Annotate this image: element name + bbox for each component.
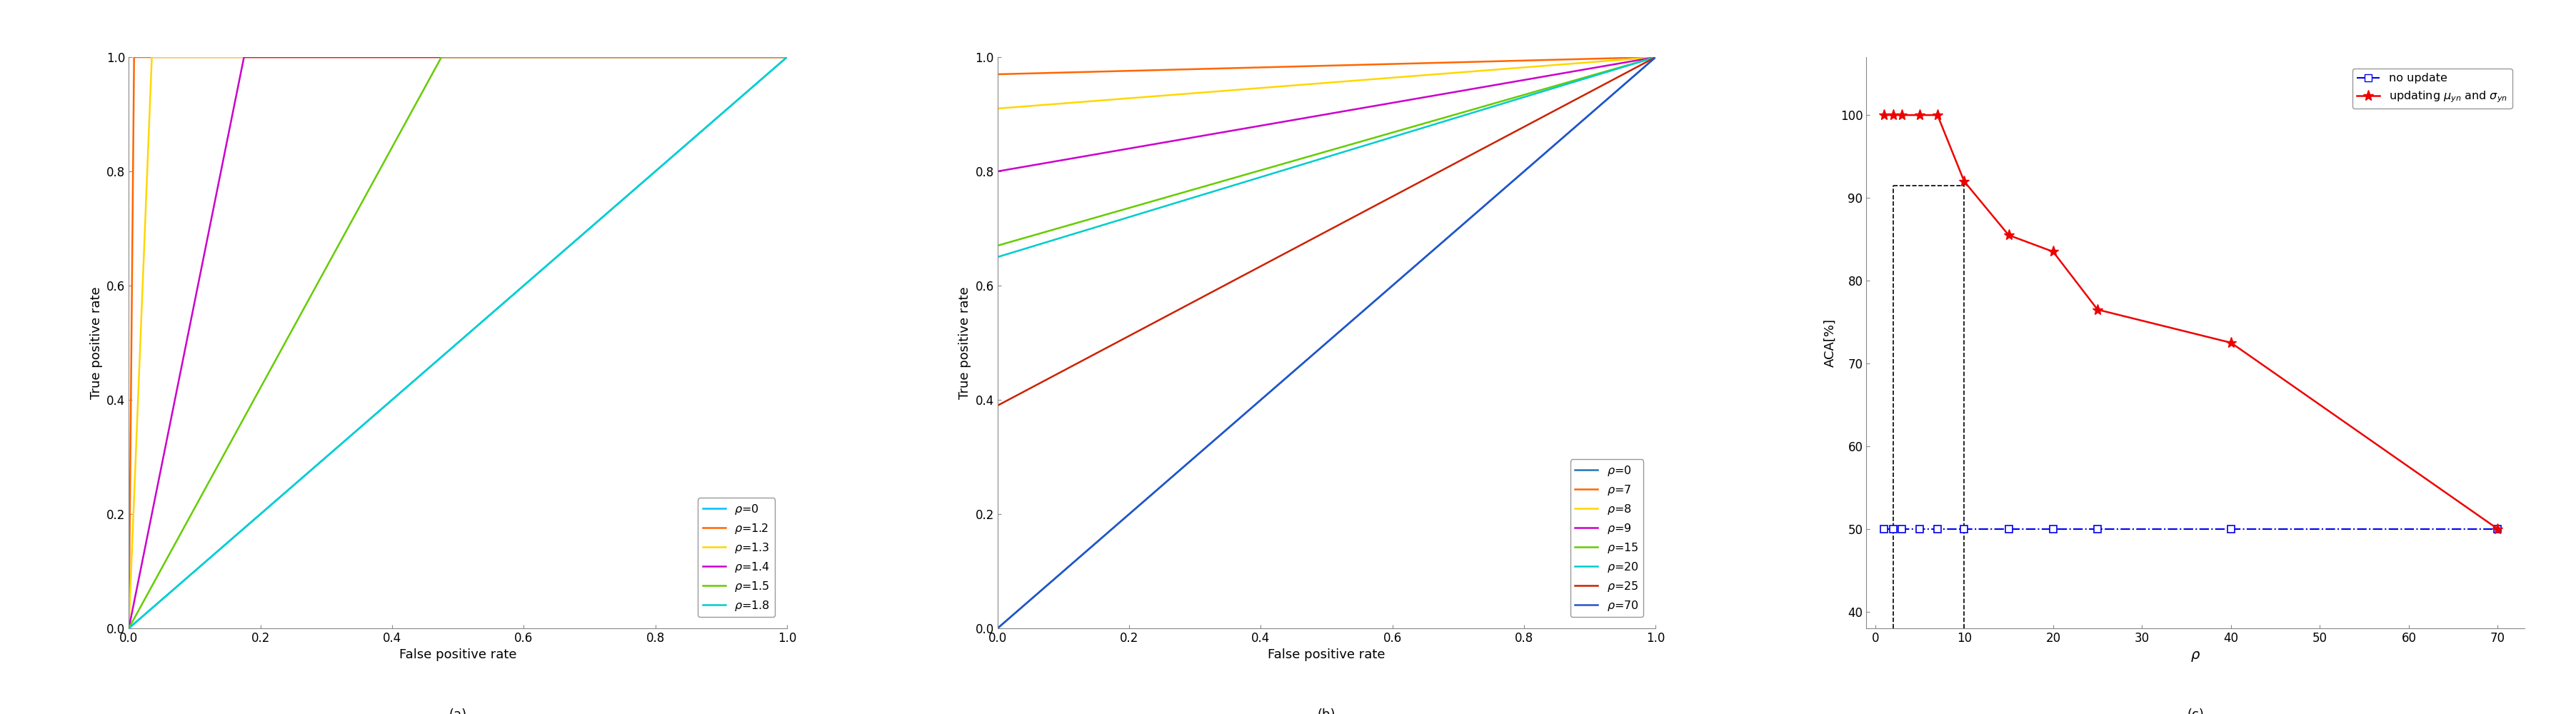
updating $\mu_{yn}$ and $\sigma_{yn}$ [1947,177,1978,186]
updating $\mu_{yn}$ and $\sigma_{yn}$ [1878,111,1909,119]
no update [2081,525,2112,533]
Legend: $\rho$=0, $\rho$=7, $\rho$=8, $\rho$=9, $\rho$=15, $\rho$=20, $\rho$=25, $\rho$=: $\rho$=0, $\rho$=7, $\rho$=8, $\rho$=9, … [1571,459,1643,617]
updating $\mu_{yn}$ and $\sigma_{yn}$ [1994,231,2025,239]
updating $\mu_{yn}$ and $\sigma_{yn}$ [1868,111,1899,119]
updating $\mu_{yn}$ and $\sigma_{yn}$ [2483,525,2514,533]
no update [1868,525,1899,533]
no update [2483,525,2514,533]
Legend: no update, updating $\mu_{yn}$ and $\sigma_{yn}$: no update, updating $\mu_{yn}$ and $\sig… [2352,69,2512,109]
Text: (b): (b) [1316,708,1337,714]
Y-axis label: True positive rate: True positive rate [958,286,971,399]
no update [1947,525,1978,533]
no update [2215,525,2246,533]
updating $\mu_{yn}$ and $\sigma_{yn}$ [2081,306,2112,314]
updating $\mu_{yn}$ and $\sigma_{yn}$ [1922,111,1953,119]
Y-axis label: ACA[%]: ACA[%] [1824,318,1837,367]
no update [2038,525,2069,533]
Text: (c): (c) [2187,708,2205,714]
no update [1886,525,1917,533]
Line: updating $\mu_{yn}$ and $\sigma_{yn}$: updating $\mu_{yn}$ and $\sigma_{yn}$ [1878,110,2504,535]
X-axis label: False positive rate: False positive rate [399,648,518,661]
Y-axis label: True positive rate: True positive rate [90,286,103,399]
no update [1904,525,1935,533]
no update [1922,525,1953,533]
X-axis label: ρ: ρ [2192,648,2200,662]
Text: (a): (a) [448,708,466,714]
no update [1994,525,2025,533]
updating $\mu_{yn}$ and $\sigma_{yn}$ [2215,338,2246,347]
Legend: $\rho$=0, $\rho$=1.2, $\rho$=1.3, $\rho$=1.4, $\rho$=1.5, $\rho$=1.8: $\rho$=0, $\rho$=1.2, $\rho$=1.3, $\rho$… [698,498,775,617]
X-axis label: False positive rate: False positive rate [1267,648,1386,661]
no update [1878,525,1909,533]
Line: no update: no update [1880,526,2501,533]
updating $\mu_{yn}$ and $\sigma_{yn}$ [1904,111,1935,119]
updating $\mu_{yn}$ and $\sigma_{yn}$ [2038,247,2069,256]
updating $\mu_{yn}$ and $\sigma_{yn}$ [1886,111,1917,119]
